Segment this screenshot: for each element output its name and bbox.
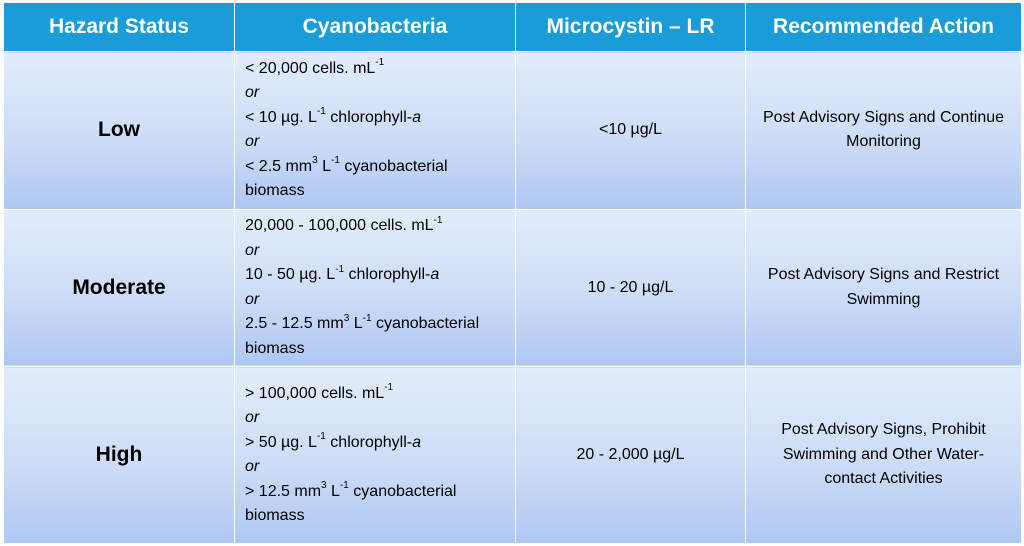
header-recommended-action: Recommended Action bbox=[745, 2, 1022, 52]
header-cyanobacteria: Cyanobacteria bbox=[234, 2, 516, 52]
biomass-threshold: > 12.5 mm3 L-1 cyanobacterial biomass bbox=[245, 480, 457, 525]
hazard-table-container: Hazard Status Cyanobacteria Microcystin … bbox=[3, 2, 1022, 544]
cyanobacteria-cell: > 100,000 cells. mL-1 or > 50 µg. L-1 ch… bbox=[234, 366, 516, 544]
or-connector: or bbox=[245, 290, 260, 308]
cells-threshold: < 20,000 cells. mL-1 bbox=[245, 57, 385, 77]
hazard-status-cell: Low bbox=[3, 51, 235, 210]
hazard-status-cell: Moderate bbox=[3, 208, 235, 368]
or-connector: or bbox=[245, 84, 260, 102]
or-connector: or bbox=[245, 241, 260, 259]
biomass-threshold: 2.5 - 12.5 mm3 L-1 cyanobacterial biomas… bbox=[245, 313, 480, 357]
recommended-action-cell: Post Advisory Signs and Restrict Swimmin… bbox=[745, 208, 1022, 368]
table-row: Low < 20,000 cells. mL-1 or < 10 µg. L-1… bbox=[3, 51, 1022, 210]
cyanobacteria-cell: 20,000 - 100,000 cells. mL-1 or 10 - 50 … bbox=[234, 208, 516, 368]
biomass-threshold: < 2.5 mm3 L-1 cyanobacterial biomass bbox=[245, 155, 448, 200]
header-row: Hazard Status Cyanobacteria Microcystin … bbox=[3, 2, 1022, 52]
or-connector: or bbox=[245, 458, 260, 476]
recommended-action-cell: Post Advisory Signs, Prohibit Swimming a… bbox=[745, 366, 1022, 544]
hazard-table: Hazard Status Cyanobacteria Microcystin … bbox=[3, 2, 1022, 544]
table-row: High > 100,000 cells. mL-1 or > 50 µg. L… bbox=[3, 366, 1022, 544]
recommended-action-cell: Post Advisory Signs and Continue Monitor… bbox=[745, 51, 1022, 210]
chlorophyll-threshold: 10 - 50 µg. L-1 chlorophyll-a bbox=[245, 264, 440, 284]
cyanobacteria-cell: < 20,000 cells. mL-1 or < 10 µg. L-1 chl… bbox=[234, 51, 516, 210]
or-connector: or bbox=[245, 409, 260, 427]
chlorophyll-threshold: > 50 µg. L-1 chlorophyll-a bbox=[245, 431, 422, 451]
cells-threshold: 20,000 - 100,000 cells. mL-1 bbox=[245, 215, 443, 235]
or-connector: or bbox=[245, 133, 260, 151]
table-row: Moderate 20,000 - 100,000 cells. mL-1 or… bbox=[3, 208, 1022, 368]
header-microcystin: Microcystin – LR bbox=[515, 2, 746, 52]
microcystin-cell: <10 µg/L bbox=[515, 51, 746, 210]
microcystin-cell: 20 - 2,000 µg/L bbox=[515, 366, 746, 544]
chlorophyll-threshold: < 10 µg. L-1 chlorophyll-a bbox=[245, 106, 422, 126]
hazard-status-cell: High bbox=[3, 366, 235, 544]
microcystin-cell: 10 - 20 µg/L bbox=[515, 208, 746, 368]
header-hazard-status: Hazard Status bbox=[3, 2, 235, 52]
cells-threshold: > 100,000 cells. mL-1 bbox=[245, 382, 394, 402]
